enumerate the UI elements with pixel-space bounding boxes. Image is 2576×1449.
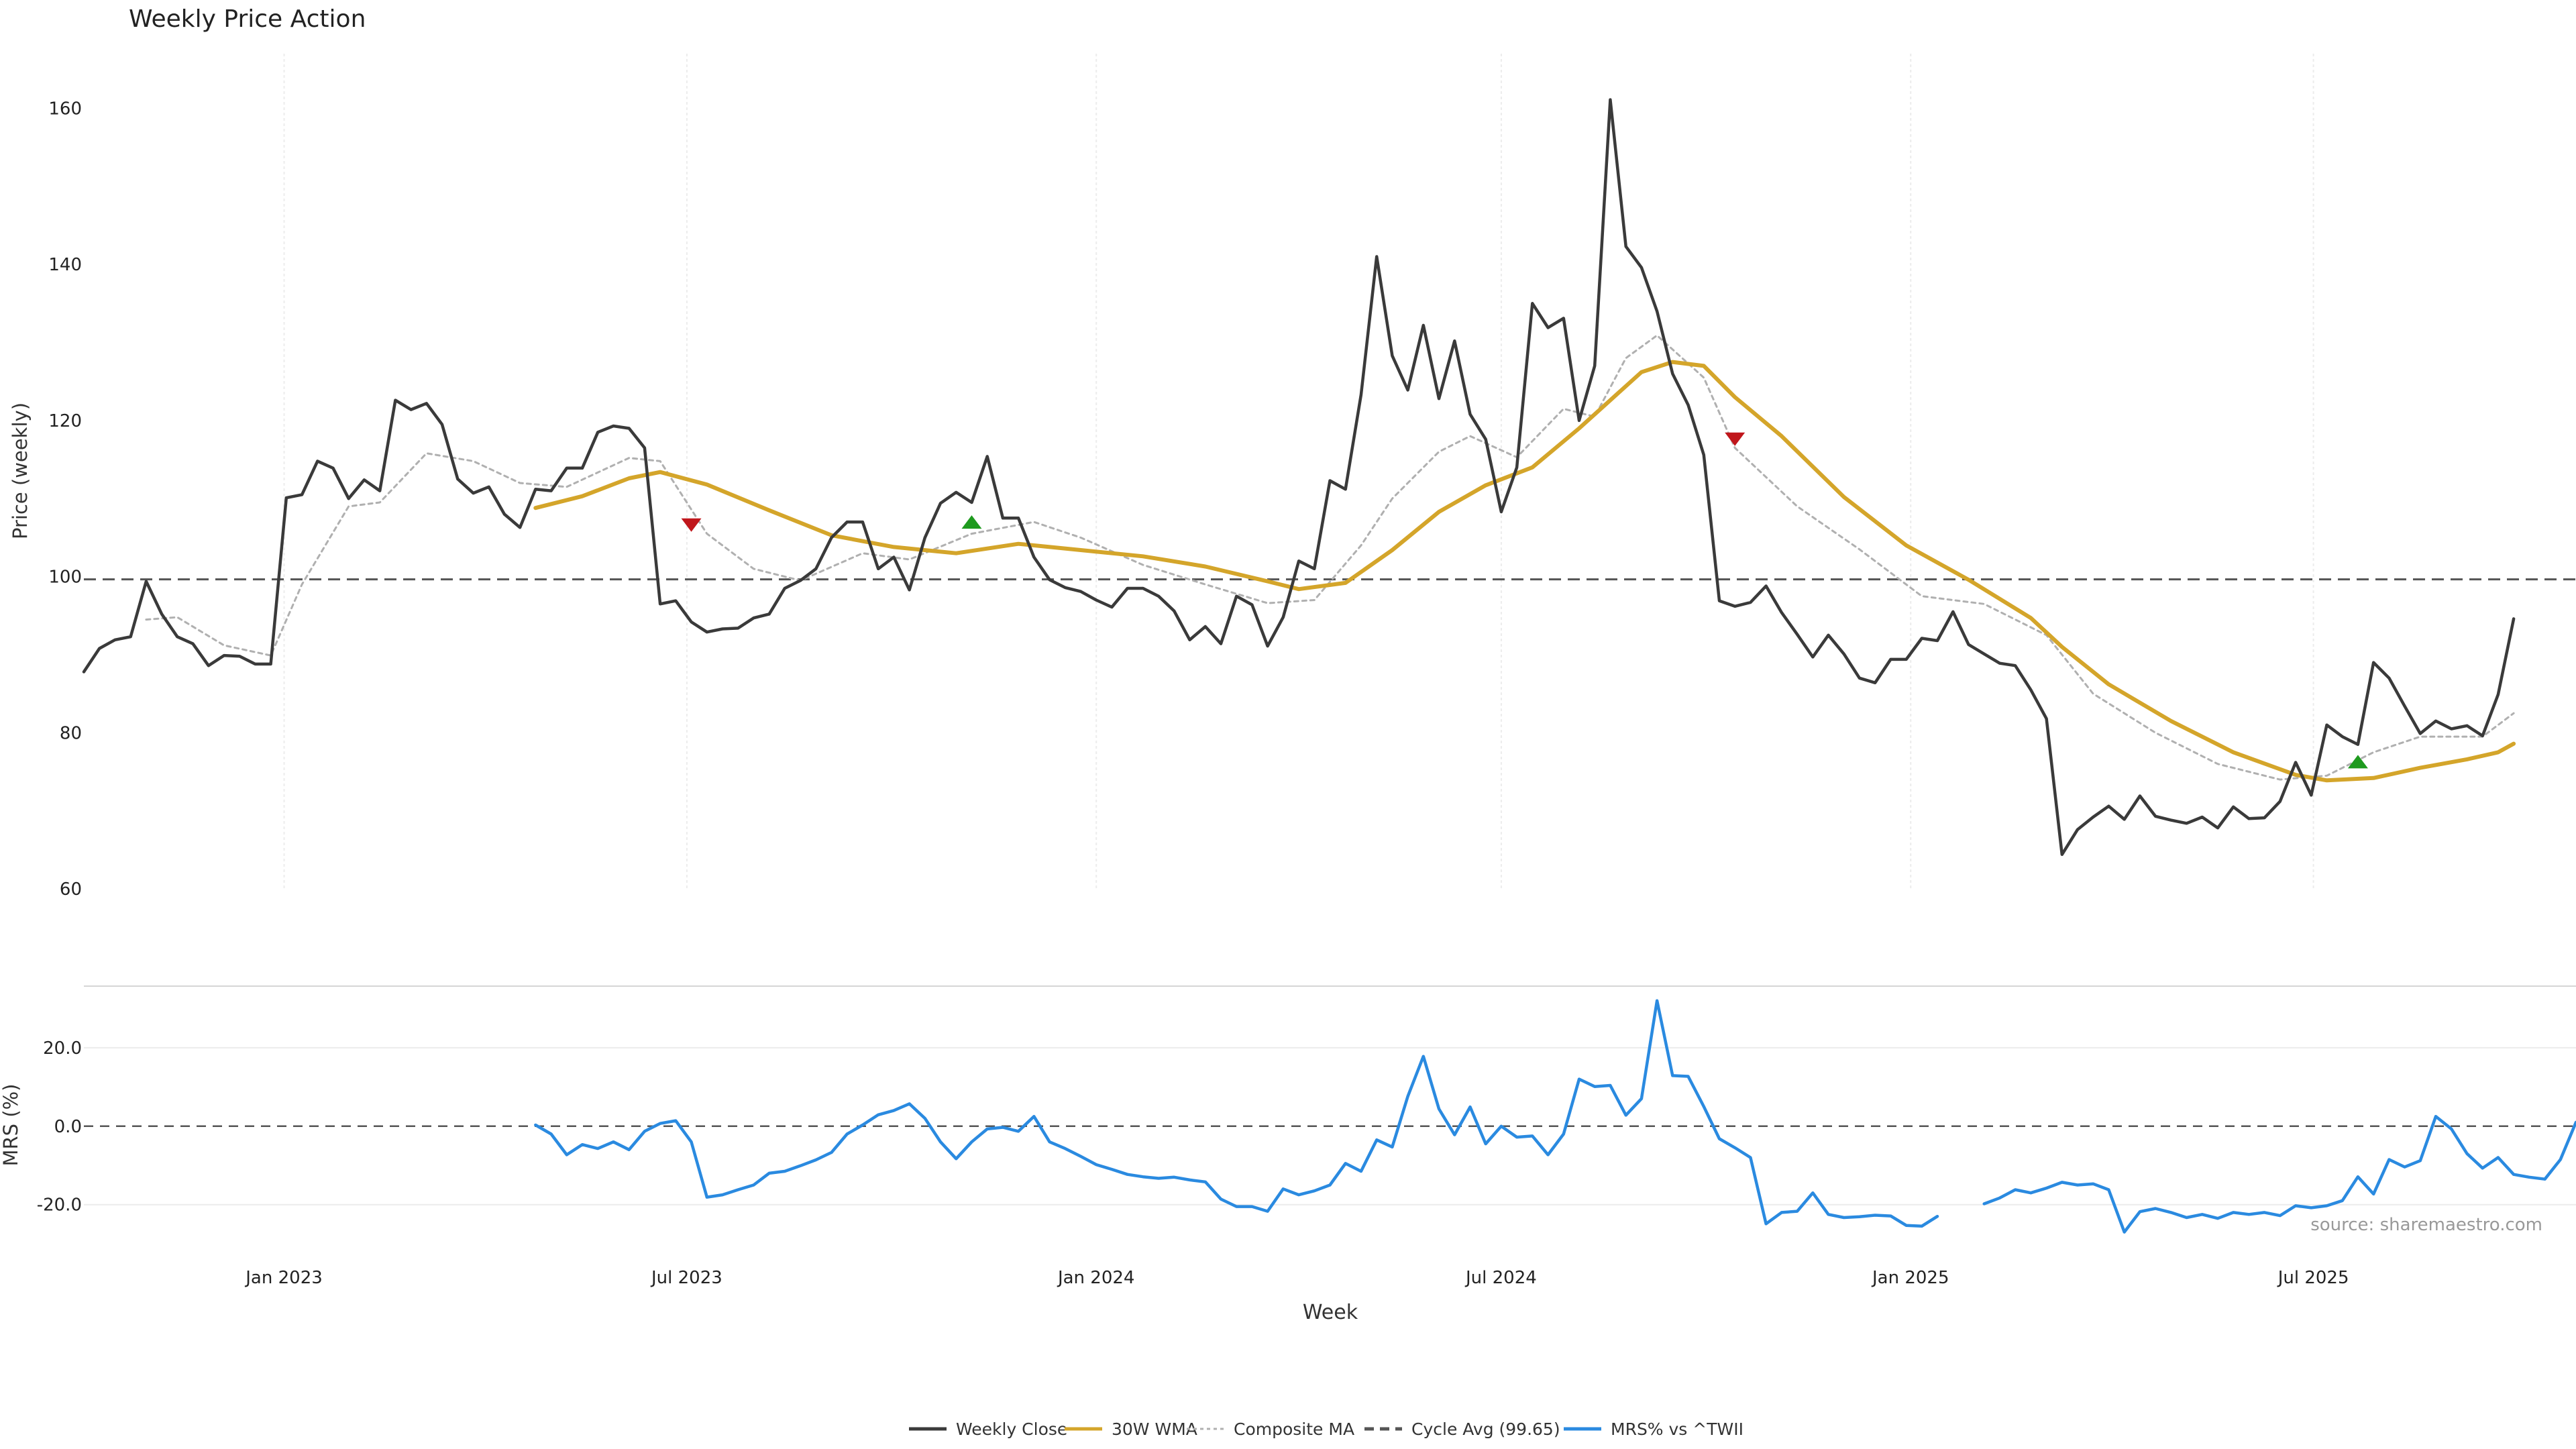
legend: Weekly Close 30W WMA Composite MA Cycle Avg… [909,1419,1743,1439]
mrs-y-axis-label: MRS (%) [0,1084,22,1167]
x-axis-label: Week [1303,1301,1358,1324]
mrs-y-ticks: -20.0 0.0 20.0 [37,1038,82,1216]
x-tick-label: Jul 2024 [1464,1268,1537,1288]
x-tick-label: Jul 2025 [2277,1268,2349,1288]
price-series [82,98,2516,857]
sell-signal-marker [681,518,702,532]
x-tick-label: Jan 2023 [244,1268,323,1288]
sell-signal-marker [1725,432,1746,446]
buy-signal-marker [2347,755,2368,769]
reference-lines [84,578,2576,1128]
legend-label: MRS% vs ^TWII [1611,1419,1743,1439]
legend-label: Weekly Close [956,1419,1067,1439]
mrs-series [534,999,2576,1234]
x-tick-label: Jan 2024 [1057,1268,1135,1288]
price-y-axis-label: Price (weekly) [9,402,32,539]
chart-title: Weekly Price Action [129,5,366,33]
mrs-y-tick-label: -20.0 [37,1195,82,1216]
price-y-tick-label: 80 [60,723,82,743]
x-ticks: Jan 2023 Jul 2023 Jan 2024 Jul 2024 Jan 2025… [244,1268,2349,1288]
mrs-y-tick-label: 20.0 [43,1038,82,1059]
x-tick-label: Jul 2023 [650,1268,722,1288]
30w-wma-line [533,360,2516,783]
price-y-tick-label: 120 [48,411,82,431]
mrs-line [1982,1114,2576,1234]
mrs-line [534,999,1939,1228]
price-y-ticks: 60 80 100 120 140 160 [48,99,82,900]
price-grid [283,54,2314,889]
x-tick-label: Jan 2025 [1871,1268,1949,1288]
source-note: source: sharemaestro.com [2310,1215,2542,1235]
mrs-grid [84,1046,2576,1205]
legend-label: Composite MA [1234,1419,1354,1439]
composite-ma-line [145,334,2515,781]
price-y-tick-label: 60 [60,879,82,900]
legend-label: 30W WMA [1112,1419,1197,1439]
price-y-tick-label: 100 [48,568,82,588]
legend-label: Cycle Avg (99.65) [1411,1419,1560,1439]
weekly-close-line [82,98,2516,857]
mrs-y-tick-label: 0.0 [54,1117,82,1137]
price-y-tick-label: 140 [48,255,82,275]
price-y-tick-label: 160 [48,99,82,119]
buy-signal-marker [961,515,982,529]
signal-markers [681,432,2368,769]
